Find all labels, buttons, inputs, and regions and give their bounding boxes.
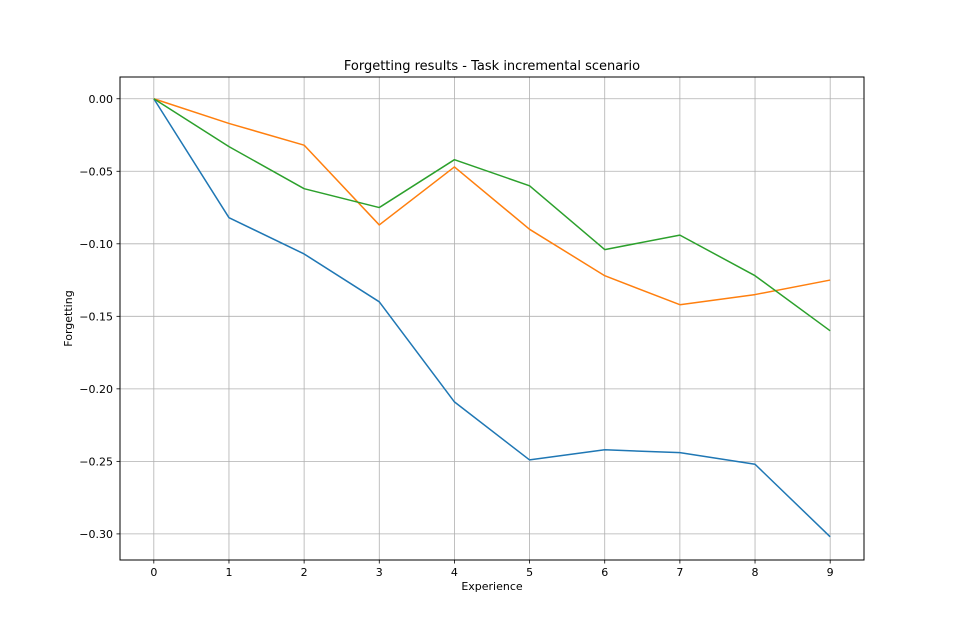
grid [120,77,864,560]
y-axis-label: Forgetting [62,290,75,346]
x-tick-label: 8 [752,566,759,579]
y-tick-label: −0.25 [79,455,113,468]
series-line-2 [153,98,831,306]
x-tick-label: 5 [526,566,533,579]
x-tick-label: 1 [225,566,232,579]
y-tick-label: 0.00 [89,93,114,106]
x-axis-label: Experience [461,580,523,593]
x-axis-ticks: 0 1 2 3 4 5 6 7 8 9 [150,560,834,579]
y-tick-label: −0.20 [79,383,113,396]
x-tick-label: 3 [376,566,383,579]
series-lines [153,98,831,538]
y-axis-ticks: 0.00 −0.05 −0.10 −0.15 −0.20 −0.25 −0.30 [79,93,120,541]
chart-title: Forgetting results - Task incremental sc… [344,59,640,74]
x-tick-label: 2 [301,566,308,579]
x-tick-label: 7 [676,566,683,579]
plot-area-frame [119,76,865,561]
x-tick-label: 9 [827,566,834,579]
series-line-1 [153,98,831,538]
y-tick-label: −0.05 [79,165,113,178]
x-tick-label: 6 [601,566,608,579]
y-tick-label: −0.10 [79,238,113,251]
x-tick-label: 0 [150,566,157,579]
y-tick-label: −0.15 [79,310,113,323]
x-tick-label: 4 [451,566,458,579]
y-tick-label: −0.30 [79,528,113,541]
series-line-3 [153,98,831,332]
